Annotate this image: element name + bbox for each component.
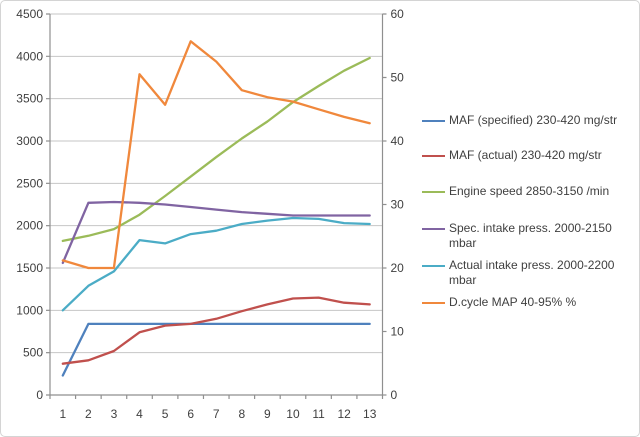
legend-swatch-icon <box>422 155 445 157</box>
x-axis-label: 6 <box>187 407 194 421</box>
legend-label: Spec. intake press. 2000-2150 mbar <box>449 221 612 250</box>
x-axis-label: 8 <box>238 407 245 421</box>
series-line-4[interactable] <box>61 216 371 312</box>
legend-label: Actual intake press. 2000-2200 mbar <box>449 258 615 287</box>
legend-item-1[interactable]: MAF (actual) 230-420 mg/str <box>422 148 602 163</box>
legend-label: MAF (actual) 230-420 mg/str <box>449 148 602 162</box>
legend: MAF (specified) 230-420 mg/str MAF (actua… <box>422 1 637 436</box>
right-axis-label: 60 <box>391 7 405 21</box>
x-axis-label: 11 <box>312 407 325 421</box>
x-axis-label: 1 <box>59 407 66 421</box>
x-axis-label: 4 <box>136 407 143 421</box>
left-axis-label: 500 <box>23 346 43 360</box>
x-axis-label: 12 <box>337 407 351 421</box>
x-axis-label: 7 <box>213 407 220 421</box>
legend-item-4[interactable]: Actual intake press. 2000-2200 mbar <box>422 258 614 288</box>
right-axis-label: 40 <box>391 134 405 148</box>
left-axis-label: 3500 <box>16 92 43 106</box>
legend-label: Engine speed 2850-3150 /min <box>449 184 610 198</box>
left-axis-label: 2000 <box>16 219 43 233</box>
left-axis-label: 0 <box>36 388 43 402</box>
x-axis-label: 3 <box>111 407 118 421</box>
series-line-0[interactable] <box>61 322 371 377</box>
x-axis-label: 5 <box>162 407 169 421</box>
left-axis-label: 4000 <box>16 49 43 63</box>
legend-item-0[interactable]: MAF (specified) 230-420 mg/str <box>422 113 617 128</box>
legend-label: D.cycle MAP 40-95% % <box>449 295 577 309</box>
series-line-1[interactable] <box>61 296 371 365</box>
left-axis-label: 2500 <box>16 176 43 190</box>
x-axis-label: 9 <box>264 407 271 421</box>
legend-label: MAF (specified) 230-420 mg/str <box>449 113 618 127</box>
x-axis-label: 13 <box>363 407 377 421</box>
legend-swatch-icon <box>422 302 445 304</box>
right-axis-label: 30 <box>391 198 405 212</box>
series-line-2[interactable] <box>61 56 371 243</box>
left-axis-label: 1500 <box>16 261 43 275</box>
legend-swatch-icon <box>422 228 445 230</box>
legend-item-3[interactable]: Spec. intake press. 2000-2150 mbar <box>422 221 637 251</box>
legend-item-5[interactable]: D.cycle MAP 40-95% % <box>422 295 576 310</box>
left-axis-label: 3000 <box>16 134 43 148</box>
x-axis-label: 2 <box>85 407 92 421</box>
right-axis-label: 20 <box>391 261 405 275</box>
legend-swatch-icon <box>422 120 445 122</box>
left-axis-label: 1000 <box>16 303 43 317</box>
series-line-3[interactable] <box>61 200 371 265</box>
legend-swatch-icon <box>422 265 445 267</box>
x-axis-label: 10 <box>286 407 300 421</box>
legend-swatch-icon <box>422 191 445 193</box>
right-axis-label: 50 <box>391 71 405 85</box>
left-axis-label: 4500 <box>16 7 43 21</box>
legend-item-2[interactable]: Engine speed 2850-3150 /min <box>422 184 609 199</box>
right-axis-label: 10 <box>391 325 405 339</box>
right-axis-label: 0 <box>391 388 398 402</box>
series-line-5[interactable] <box>61 40 371 270</box>
